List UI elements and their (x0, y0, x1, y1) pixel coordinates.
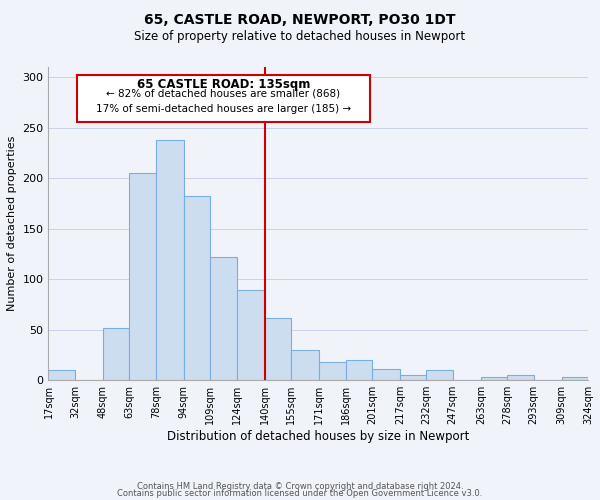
Bar (319, 362, 346, 380)
Bar (346, 360, 372, 380)
Bar (507, 375, 533, 380)
Text: Contains public sector information licensed under the Open Government Licence v3: Contains public sector information licen… (118, 490, 482, 498)
Text: 65, CASTLE ROAD, NEWPORT, PO30 1DT: 65, CASTLE ROAD, NEWPORT, PO30 1DT (144, 12, 456, 26)
Bar (291, 350, 319, 380)
Text: 17% of semi-detached houses are larger (185) →: 17% of semi-detached houses are larger (… (96, 104, 351, 114)
Bar (155, 140, 184, 380)
Bar (236, 290, 265, 380)
Y-axis label: Number of detached properties: Number of detached properties (7, 136, 17, 312)
Bar (184, 196, 210, 380)
Bar (400, 375, 427, 380)
Bar (49, 370, 75, 380)
Bar (130, 173, 155, 380)
Text: Size of property relative to detached houses in Newport: Size of property relative to detached ho… (134, 30, 466, 43)
Text: 65 CASTLE ROAD: 135sqm: 65 CASTLE ROAD: 135sqm (137, 78, 310, 90)
Text: ← 82% of detached houses are smaller (868): ← 82% of detached houses are smaller (86… (106, 88, 340, 99)
Bar (481, 377, 507, 380)
Bar (210, 257, 236, 380)
Bar (265, 318, 291, 380)
Text: Contains HM Land Registry data © Crown copyright and database right 2024.: Contains HM Land Registry data © Crown c… (137, 482, 463, 491)
X-axis label: Distribution of detached houses by size in Newport: Distribution of detached houses by size … (167, 430, 469, 443)
Bar (427, 370, 453, 380)
Bar (372, 369, 400, 380)
Bar (103, 328, 130, 380)
Bar (562, 377, 588, 380)
